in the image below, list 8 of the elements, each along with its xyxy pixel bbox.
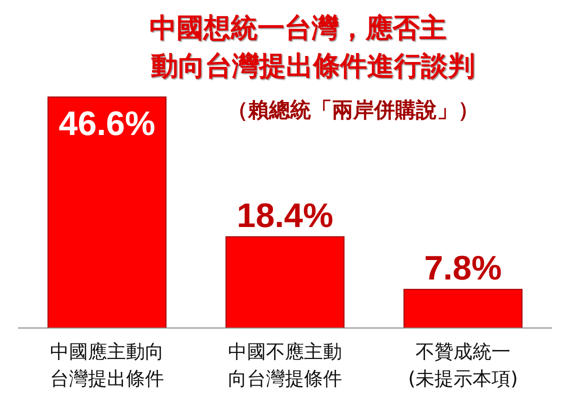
chart-title: 中國想統一台灣，應否主動向台灣提出條件進行談判 bbox=[148, 12, 476, 84]
x-tick-label: 不贊成統一(未提示本項) bbox=[408, 341, 518, 390]
data-label: 7.8% bbox=[424, 249, 502, 288]
data-label: 46.6% bbox=[58, 105, 156, 143]
x-tick-label: 中國應主動向台灣提出條件 bbox=[50, 341, 164, 390]
x-tick-label: 中國不應主動向台灣提條件 bbox=[228, 341, 342, 390]
chart-subtitle: （賴總統「兩岸併購說」） bbox=[226, 97, 480, 124]
data-label: 18.4% bbox=[236, 196, 334, 235]
